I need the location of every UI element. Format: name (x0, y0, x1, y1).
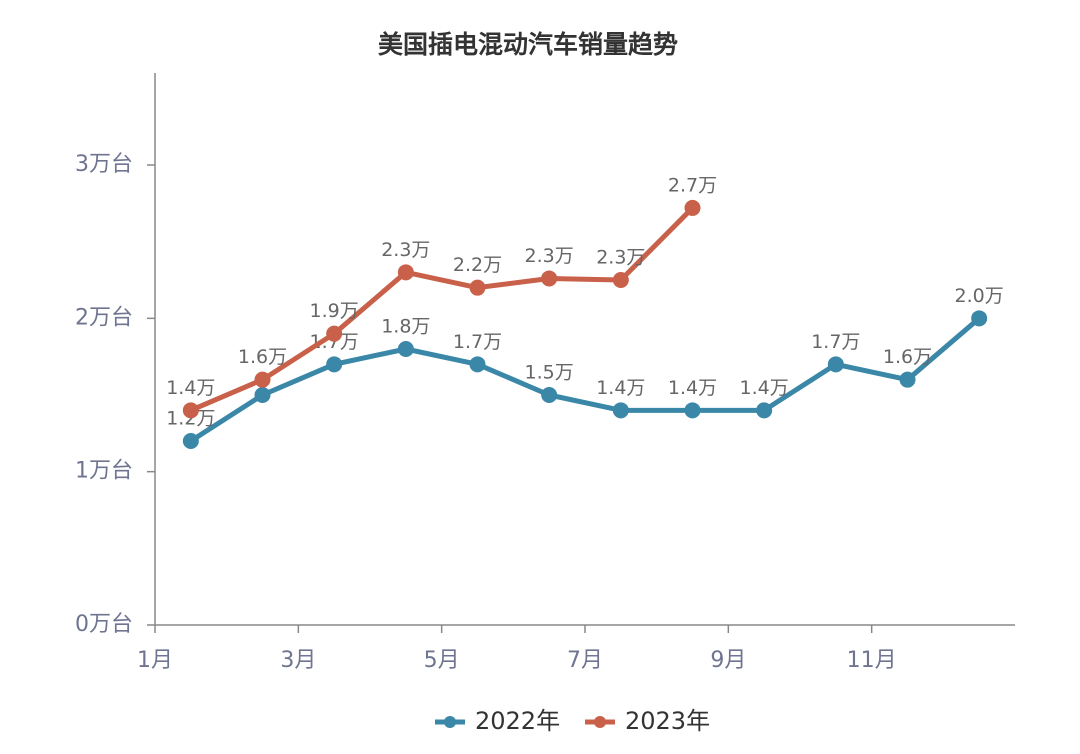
legend-marker (594, 716, 606, 728)
data-label: 2.3万 (525, 245, 574, 267)
point (326, 325, 343, 342)
point (541, 270, 558, 287)
data-label: 1.5万 (525, 362, 574, 384)
data-label: 1.9万 (310, 300, 359, 322)
data-label: 1.4万 (166, 377, 215, 399)
point (397, 341, 414, 357)
x-tick-label: 1月 (137, 648, 173, 673)
data-label: 2.3万 (381, 239, 430, 261)
y-tick-label: 1万台 (75, 459, 133, 484)
y-tick-label: 2万台 (75, 305, 133, 330)
y-tick-label: 3万台 (75, 152, 133, 177)
point (182, 433, 199, 449)
data-label: 1.7万 (453, 331, 502, 353)
x-tick-label: 11月 (847, 648, 897, 673)
data-label: 2.7万 (668, 174, 717, 196)
point (612, 272, 629, 288)
data-label: 1.4万 (668, 377, 717, 399)
data-label: 1.6万 (238, 346, 287, 368)
point (684, 199, 701, 216)
data-label: 2.0万 (955, 285, 1004, 307)
point (326, 356, 343, 373)
data-label: 2.3万 (596, 247, 645, 269)
point (971, 310, 988, 327)
point (899, 371, 916, 388)
series-line (189, 316, 981, 444)
point (756, 402, 773, 419)
point (684, 402, 701, 419)
chart-title: 美国插电混动汽车销量趋势 (378, 30, 678, 59)
y-tick-label: 0万台 (75, 612, 133, 637)
data-label: 1.4万 (740, 377, 789, 399)
legend-label: 2023年 (625, 707, 710, 735)
point (254, 387, 271, 403)
data-label: 2.2万 (453, 254, 502, 276)
point (469, 356, 486, 373)
point (541, 387, 558, 403)
data-label: 1.2万 (166, 408, 215, 430)
data-label: 1.4万 (596, 377, 645, 399)
point (827, 356, 844, 373)
point (612, 402, 629, 419)
data-label: 1.7万 (811, 331, 860, 353)
point (254, 371, 271, 388)
legend-marker (444, 716, 456, 728)
x-tick-label: 9月 (710, 648, 746, 673)
x-tick-label: 7月 (567, 648, 603, 673)
point (469, 279, 486, 296)
x-tick-label: 5月 (424, 648, 460, 673)
point (182, 402, 199, 419)
point (397, 264, 414, 281)
series-line (189, 206, 695, 413)
data-label: 1.6万 (883, 346, 932, 368)
data-label: 1.8万 (381, 316, 430, 338)
legend-label: 2022年 (475, 707, 560, 735)
data-label: 1.7万 (310, 331, 359, 353)
x-tick-label: 3月 (280, 648, 316, 673)
